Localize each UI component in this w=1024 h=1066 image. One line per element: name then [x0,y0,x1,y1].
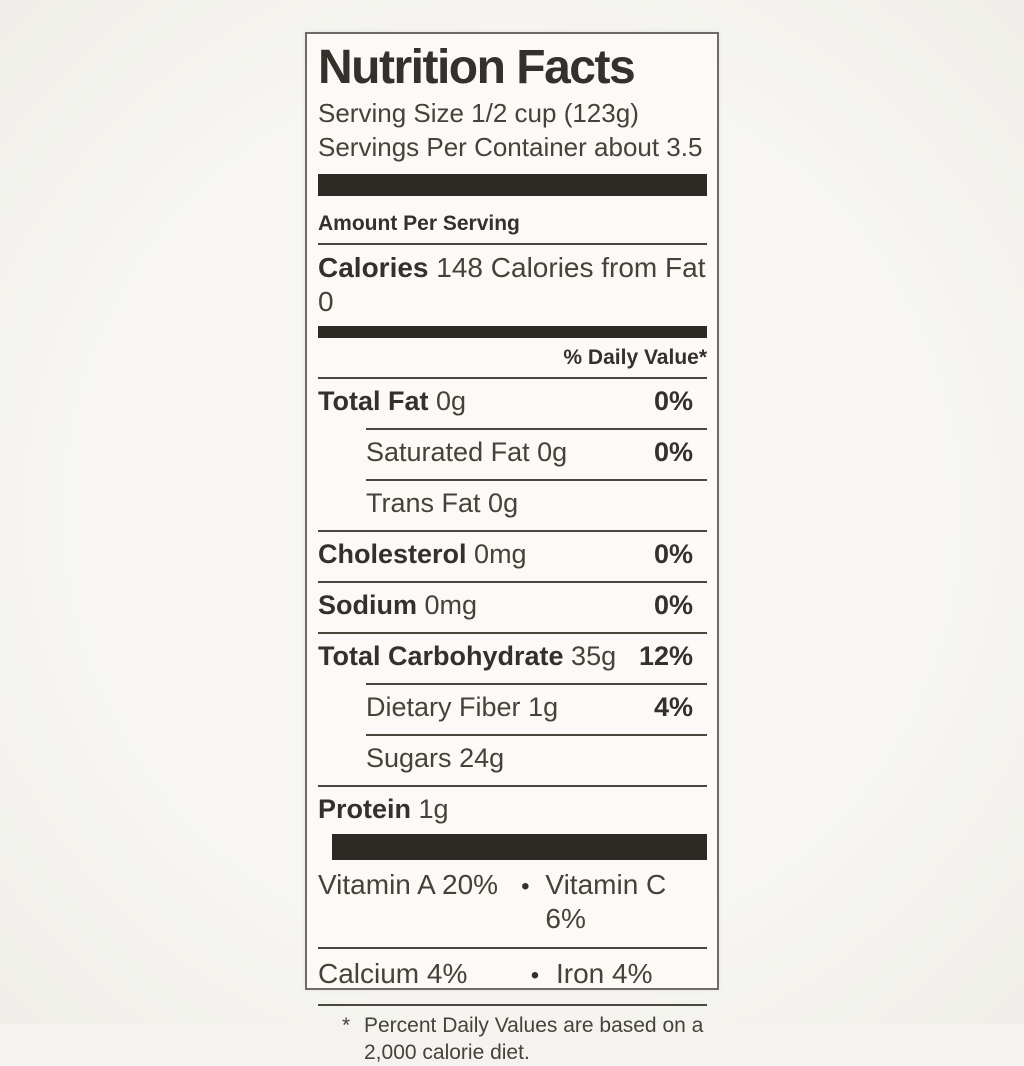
nutrient-amount: 0g [436,386,467,416]
nutrient-amount: 0mg [424,590,478,620]
section-divider-bar [332,834,707,860]
nutrient-row-trans-fat: Trans Fat 0g [318,481,707,525]
servings-per-container: Servings Per Container about 3.5 [318,132,703,162]
rule [318,632,707,634]
calories-value: 148 Calories from Fat 0 [318,252,706,317]
vitamin-c-value: Vitamin C 6% [545,869,667,934]
page-title: Nutrition Facts [318,41,636,94]
section-divider-bar [318,326,707,338]
nutrient-row-saturated-fat: Saturated Fat 0g 0% [318,430,707,474]
daily-value-footnote: * Percent Daily Values are based on a 2,… [318,1012,707,1066]
iron-value: Iron 4% [556,958,653,989]
rule [318,530,707,532]
nutrient-name: Dietary Fiber [366,692,521,722]
nutrient-row-total-carbohydrate: Total Carbohydrate 35g 12% [318,634,707,678]
nutrient-row-protein: Protein 1g [318,787,707,831]
nutrient-dv: 0% [653,590,693,620]
nutrient-name: Cholesterol [318,539,467,569]
serving-size: Serving Size 1/2 cup (123g) [318,98,639,128]
nutrient-row-sugars: Sugars 24g [318,736,707,780]
nutrient-amount: 24g [459,743,505,773]
rule [366,479,707,481]
calories-label: Calories [318,252,429,283]
footnote-text: Percent Daily Values are based on a 2,00… [364,1014,704,1064]
nutrient-name: Sugars [366,743,452,773]
nutrient-amount: 0g [488,488,519,518]
nutrient-amount: 0mg [474,539,527,569]
rule [318,377,707,379]
nutrient-name: Trans Fat [366,488,481,518]
nutrient-row-total-fat: Total Fat 0g 0% [318,379,707,423]
bullet-separator-icon: • [530,962,540,989]
micronutrient-row-vitamins: Vitamin A 20% • Vitamin C 6% [318,860,707,942]
nutrient-dv: 0% [653,437,693,467]
section-divider-bar [318,174,707,196]
nutrient-name: Sodium [318,590,417,620]
daily-value-header: % Daily Value* [563,346,707,369]
rule [318,581,707,583]
rule [318,1004,707,1006]
rule [366,734,707,736]
nutrient-amount: 1g [528,692,559,722]
nutrient-name: Total Fat [318,386,429,416]
nutrition-facts-label: Nutrition Facts Serving Size 1/2 cup (12… [305,32,719,1064]
nutrient-row-cholesterol: Cholesterol 0mg 0% [318,532,707,576]
vitamin-a-value: Vitamin A 20% [318,869,499,900]
nutrient-amount: 35g [571,641,617,671]
nutrient-dv: 12% [638,641,693,671]
nutrient-name: Saturated Fat [366,437,530,467]
nutrient-row-sodium: Sodium 0mg 0% [318,583,707,627]
calcium-value: Calcium 4% [318,958,468,989]
rule [318,947,707,949]
micronutrient-row-minerals: Calcium 4% • Iron 4% [318,949,707,999]
nutrient-name: Protein [318,794,412,824]
bullet-separator-icon: • [521,873,530,900]
rule [366,428,707,430]
rule [318,785,707,787]
nutrient-dv: 0% [653,386,693,416]
calories-row: Calories 148 Calories from Fat 0 [318,251,707,319]
nutrient-row-dietary-fiber: Dietary Fiber 1g 4% [318,685,707,729]
nutrient-amount: 0g [537,437,568,467]
nutrient-amount: 1g [418,794,449,824]
nutrient-dv: 0% [653,539,693,569]
footnote-asterisk: * [342,1014,351,1037]
amount-per-serving-heading: Amount Per Serving [318,212,520,235]
rule [366,683,707,685]
nutrient-name: Total Carbohydrate [318,641,564,671]
nutrient-dv: 4% [653,692,693,722]
rule [318,243,707,245]
